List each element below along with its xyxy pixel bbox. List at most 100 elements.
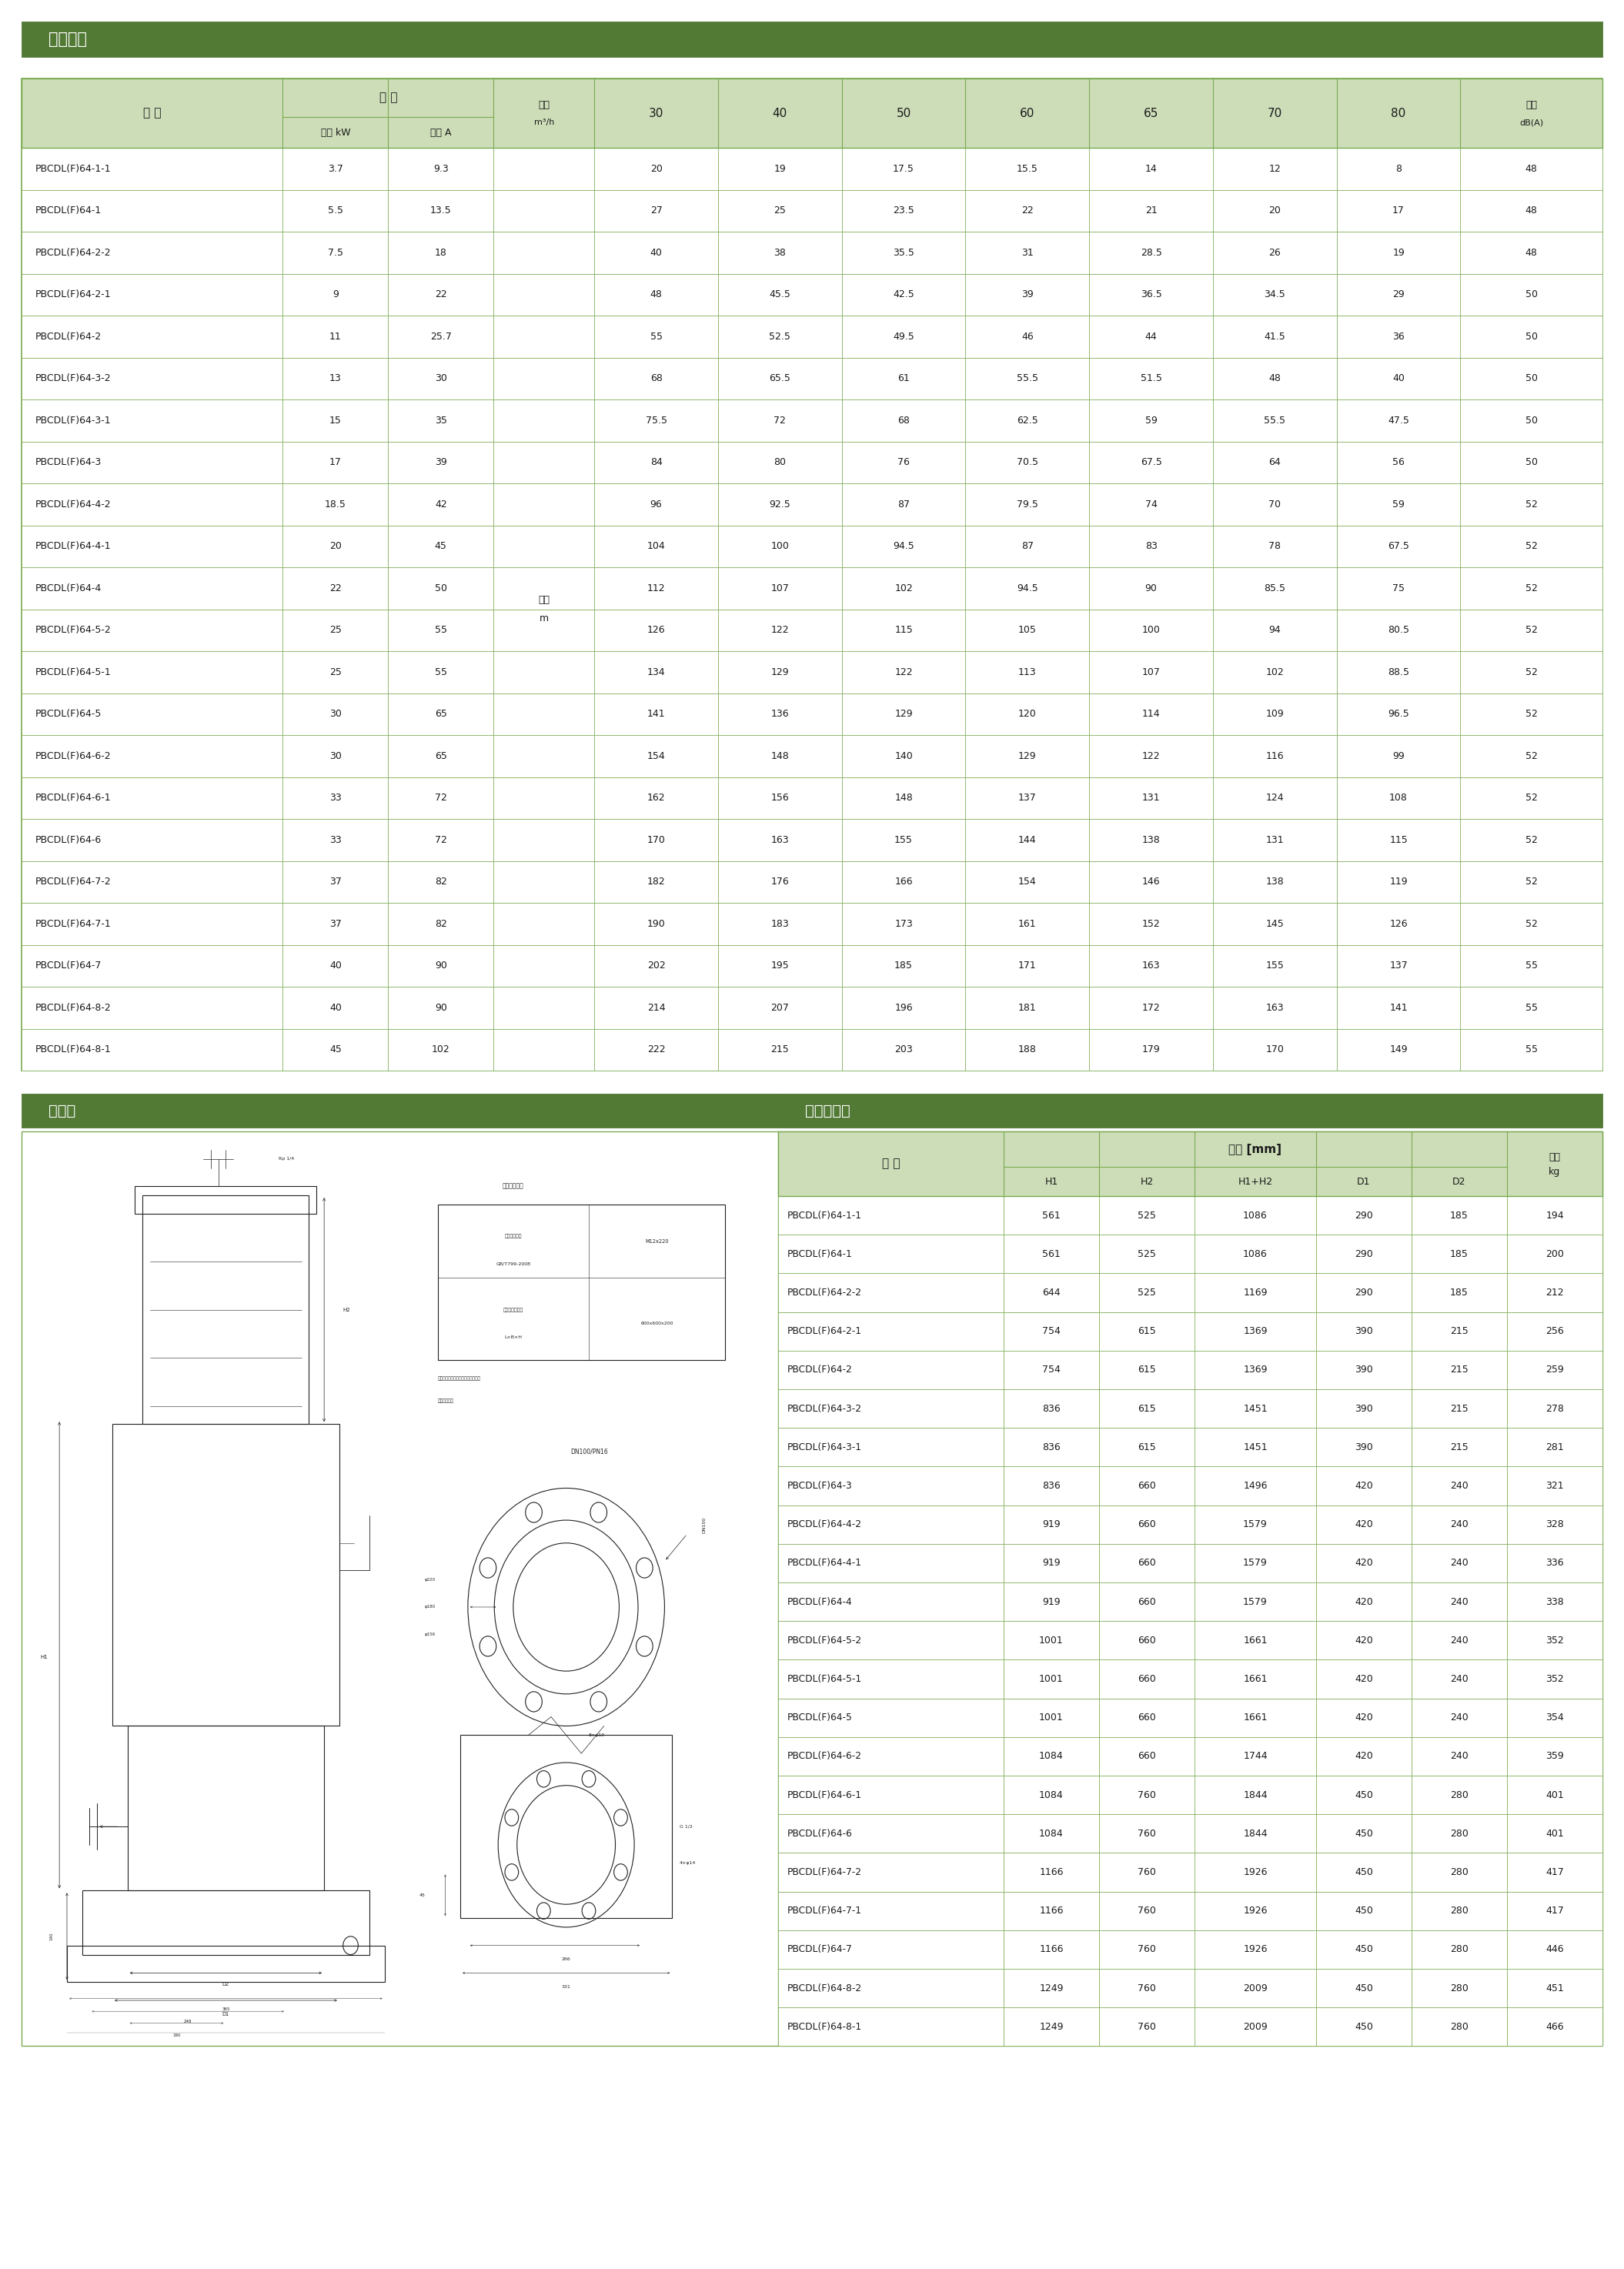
Text: 116: 116 <box>1265 751 1285 760</box>
Text: 109: 109 <box>1265 710 1285 719</box>
Bar <box>1411 1659 1507 1699</box>
Bar <box>1460 191 1603 231</box>
Text: 156: 156 <box>771 792 789 803</box>
Text: PBCDL(F)64-3-2: PBCDL(F)64-3-2 <box>788 1405 862 1414</box>
Text: 450: 450 <box>1354 1906 1372 1915</box>
Bar <box>718 567 841 608</box>
Text: 45: 45 <box>330 1044 341 1055</box>
Bar <box>718 399 841 442</box>
Bar <box>1099 2008 1195 2047</box>
Bar <box>1195 1311 1315 1350</box>
Bar <box>1337 191 1460 231</box>
Text: 215: 215 <box>1450 1327 1468 1336</box>
Text: 240: 240 <box>1450 1520 1468 1529</box>
Bar <box>1090 483 1213 526</box>
Text: 42: 42 <box>435 499 447 508</box>
Text: 240: 240 <box>1450 1675 1468 1684</box>
Text: kg: kg <box>1549 1166 1561 1175</box>
Text: 196: 196 <box>895 1003 913 1012</box>
Bar <box>1460 147 1603 191</box>
Bar <box>1195 1777 1315 1815</box>
Bar <box>1195 1504 1315 1543</box>
Bar <box>1507 1311 1603 1350</box>
Text: 1451: 1451 <box>1242 1405 1267 1414</box>
Text: 207: 207 <box>771 1003 789 1012</box>
Bar <box>283 903 388 944</box>
Text: 1001: 1001 <box>1039 1636 1064 1645</box>
Text: 1661: 1661 <box>1244 1713 1267 1722</box>
Text: 154: 154 <box>1018 876 1036 887</box>
Text: 50: 50 <box>1525 331 1538 343</box>
Bar <box>21 79 1603 147</box>
Bar <box>778 1931 1004 1969</box>
Bar <box>1099 1350 1195 1389</box>
Bar <box>21 483 283 526</box>
Bar <box>1195 1854 1315 1892</box>
Bar <box>1213 987 1337 1028</box>
Bar <box>1337 987 1460 1028</box>
Bar <box>1195 1620 1315 1659</box>
Text: 注：可有偿提供配套地脚螺栓，请您: 注：可有偿提供配套地脚螺栓，请您 <box>437 1377 481 1380</box>
Bar <box>1213 735 1337 776</box>
Bar <box>718 860 841 903</box>
Text: 94: 94 <box>1268 626 1281 635</box>
Text: PBCDL(F)64-3-1: PBCDL(F)64-3-1 <box>36 415 112 427</box>
Bar <box>1195 2008 1315 2047</box>
Text: 9: 9 <box>333 290 338 300</box>
Text: 31: 31 <box>1021 247 1033 259</box>
Bar <box>1195 1427 1315 1466</box>
Bar <box>283 275 388 315</box>
Bar <box>1507 1892 1603 1931</box>
Text: 1086: 1086 <box>1242 1209 1268 1221</box>
Text: 149: 149 <box>1390 1044 1408 1055</box>
Bar <box>1213 442 1337 483</box>
Bar <box>283 1028 388 1071</box>
Text: 451: 451 <box>1546 1983 1564 1992</box>
Text: 65: 65 <box>1143 107 1158 118</box>
Bar <box>1315 1931 1411 1969</box>
Text: 25: 25 <box>773 206 786 216</box>
Bar <box>594 315 718 359</box>
Text: 1084: 1084 <box>1039 1752 1064 1761</box>
Bar <box>1315 1466 1411 1504</box>
Text: 615: 615 <box>1138 1327 1156 1336</box>
Text: PBCDL(F)64-6-1: PBCDL(F)64-6-1 <box>36 792 112 803</box>
Text: 64: 64 <box>1268 458 1281 467</box>
Bar <box>1411 1892 1507 1931</box>
Text: 68: 68 <box>650 374 663 383</box>
Bar <box>1090 776 1213 819</box>
Bar <box>494 399 594 442</box>
Text: 122: 122 <box>771 626 789 635</box>
Text: 51.5: 51.5 <box>1140 374 1161 383</box>
Bar <box>1411 1969 1507 2008</box>
Bar <box>1099 1311 1195 1350</box>
Bar <box>1411 2008 1507 2047</box>
Text: 760: 760 <box>1138 2022 1156 2031</box>
Bar <box>1411 1738 1507 1777</box>
Text: 1579: 1579 <box>1242 1520 1268 1529</box>
Text: 1084: 1084 <box>1039 1829 1064 1838</box>
Bar <box>1460 692 1603 735</box>
Text: D1: D1 <box>1358 1175 1371 1187</box>
Text: PBCDL(F)64-2: PBCDL(F)64-2 <box>36 331 102 343</box>
Text: 外形图: 外形图 <box>49 1103 76 1119</box>
Text: 240: 240 <box>1450 1636 1468 1645</box>
Bar <box>1315 2008 1411 2047</box>
Text: 订货时提出。: 订货时提出。 <box>437 1400 453 1405</box>
Bar <box>778 1234 1004 1273</box>
Bar <box>21 567 283 608</box>
Text: PBCDL(F)64-2-1: PBCDL(F)64-2-1 <box>788 1327 862 1336</box>
Bar <box>1460 483 1603 526</box>
Bar <box>21 1132 778 2047</box>
Text: 70: 70 <box>1268 499 1281 508</box>
Bar <box>966 399 1090 442</box>
Text: PBCDL(F)64-7-2: PBCDL(F)64-7-2 <box>788 1867 862 1876</box>
Text: φ220: φ220 <box>424 1577 435 1581</box>
Bar <box>494 567 594 608</box>
Text: 13: 13 <box>330 374 341 383</box>
Bar <box>1460 903 1603 944</box>
Text: 1249: 1249 <box>1039 1983 1064 1992</box>
Bar <box>718 442 841 483</box>
Text: 129: 129 <box>1018 751 1036 760</box>
Text: 1661: 1661 <box>1244 1636 1267 1645</box>
